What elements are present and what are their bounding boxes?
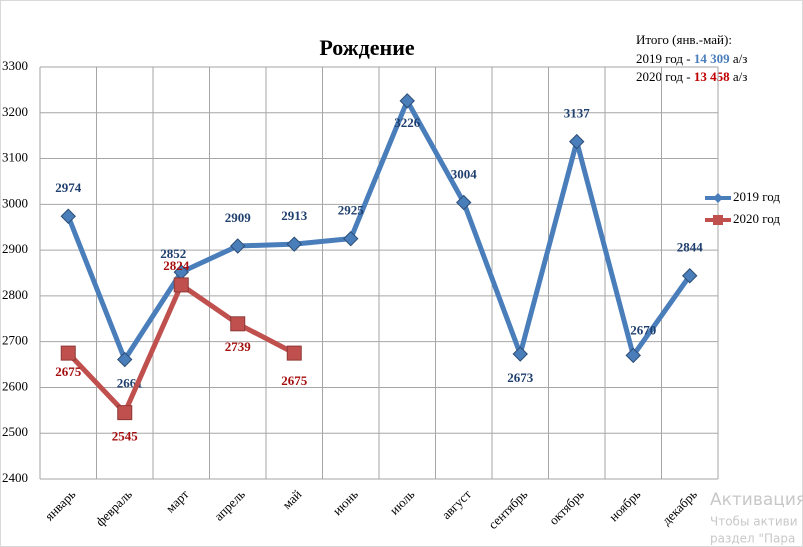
annotation-line: 2019 год - 14 309 а/з: [636, 51, 747, 66]
annotation-suffix: а/з: [730, 69, 748, 84]
series-line: [65, 98, 692, 363]
data-label: 2925: [338, 203, 365, 218]
legend-label: 2019 год: [733, 189, 780, 204]
marker: [60, 345, 76, 361]
data-label: 2909: [225, 210, 252, 225]
data-label: 2974: [55, 180, 82, 195]
y-tick-label: 3100: [2, 150, 28, 165]
y-tick-label: 2400: [2, 470, 28, 485]
watermark: Активация: [710, 490, 803, 510]
marker: [286, 236, 302, 252]
watermark: раздел "Пара: [710, 532, 795, 546]
annotation: Итого (янв.-май): 2019 год - 14 309 а/з …: [636, 32, 747, 84]
data-label: 2852: [160, 246, 186, 261]
marker: [230, 238, 246, 254]
data-label: 3004: [451, 166, 478, 181]
marker: [343, 230, 359, 247]
y-tick-label: 2700: [2, 333, 28, 348]
y-tick-label: 3300: [2, 58, 28, 73]
marker: [682, 268, 698, 284]
data-label: 2675: [55, 364, 82, 379]
data-label: 2844: [677, 240, 704, 255]
annotation-suffix: а/з: [730, 51, 748, 66]
data-label: 3226: [394, 115, 421, 130]
data-label: 2675: [281, 373, 308, 388]
annotation-prefix: 2020 год -: [636, 69, 694, 84]
annotation-line: 2020 год - 13 458 а/з: [636, 69, 747, 84]
y-tick-label: 3200: [2, 104, 28, 119]
marker: [60, 208, 76, 224]
data-label: 2673: [507, 370, 534, 385]
data-label: 2670: [630, 322, 656, 337]
chart-title: Рождение: [319, 35, 415, 60]
watermark: Чтобы активи: [710, 515, 798, 529]
y-tick-label: 2500: [2, 424, 28, 439]
data-label: 2913: [281, 208, 308, 223]
y-tick-label: 2900: [2, 241, 28, 256]
marker: [569, 133, 585, 150]
legend-marker: [713, 193, 723, 203]
y-tick-label: 2600: [2, 378, 28, 393]
marker: [399, 93, 415, 109]
data-label: 3137: [564, 106, 591, 121]
data-label: 2545: [112, 429, 139, 444]
annotation-prefix: 2019 год -: [636, 51, 694, 66]
legend-label: 2020 год: [733, 211, 780, 226]
legend-marker: [713, 215, 723, 225]
annotation-value: 14 309: [694, 51, 730, 66]
data-label: 2824: [163, 258, 190, 273]
marker: [117, 405, 133, 421]
marker: [173, 277, 189, 293]
y-tick-label: 2800: [2, 287, 28, 302]
marker: [512, 346, 528, 362]
marker: [625, 347, 641, 364]
y-tick-label: 3000: [2, 195, 28, 210]
marker: [230, 316, 246, 332]
annotation-value: 13 458: [694, 69, 730, 84]
marker: [117, 351, 133, 368]
annotation-title: Итого (янв.-май):: [636, 32, 732, 47]
marker: [286, 345, 302, 361]
marker: [456, 194, 472, 211]
data-label: 2739: [225, 339, 252, 354]
